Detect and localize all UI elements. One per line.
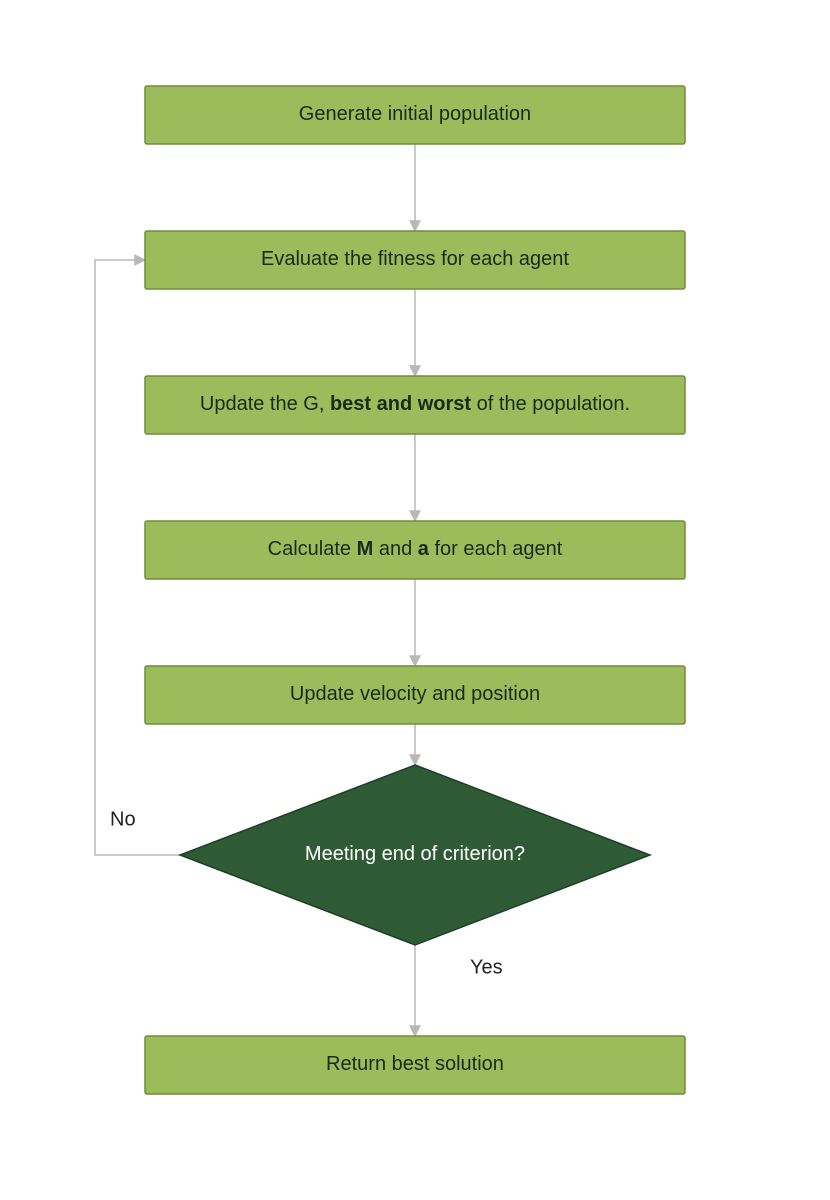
node-d1: Meeting end of criterion?	[180, 765, 650, 945]
node-n2: Evaluate the fitness for each agent	[145, 231, 685, 289]
node-n3: Update the G, best and worst of the popu…	[145, 376, 685, 434]
edge-label-no: No	[110, 808, 136, 830]
node-n1-label: Generate initial population	[299, 103, 531, 125]
edge-label-yes: Yes	[470, 956, 503, 978]
node-n2-label: Evaluate the fitness for each agent	[261, 248, 569, 270]
node-n1: Generate initial population	[145, 86, 685, 144]
node-n5-label: Update velocity and position	[290, 683, 540, 705]
node-n6-label: Return best solution	[326, 1053, 504, 1075]
node-n6: Return best solution	[145, 1036, 685, 1094]
flowchart-canvas: Yes No Generate initial population Evaluate…	[0, 0, 830, 1200]
node-d1-label: Meeting end of criterion?	[305, 843, 525, 865]
node-n4: Calculate M and a for each agent	[145, 521, 685, 579]
node-n3-label: Update the G, best and worst of the popu…	[200, 393, 630, 415]
node-n5: Update velocity and position	[145, 666, 685, 724]
node-n4-label: Calculate M and a for each agent	[268, 538, 563, 560]
